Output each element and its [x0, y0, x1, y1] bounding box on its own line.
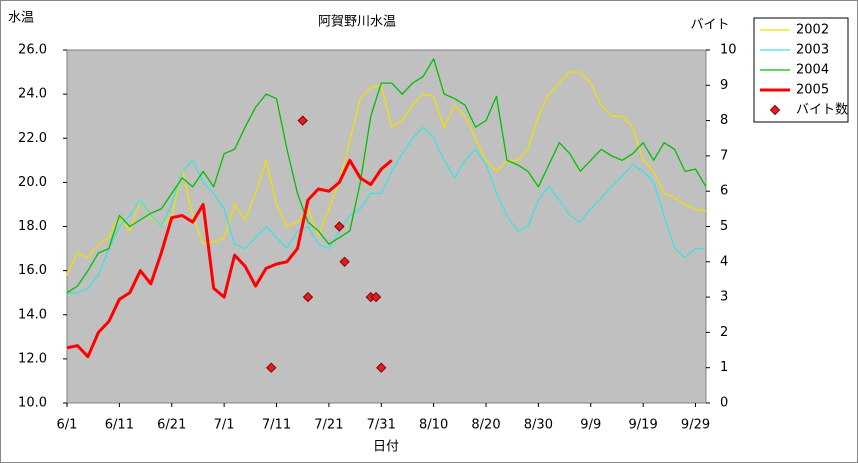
y-tick-label: 22.0 [18, 131, 47, 146]
y2-tick-label: 7 [720, 148, 728, 163]
legend-label: 2005 [796, 83, 829, 98]
bite-point [370, 291, 382, 303]
y-tick-label: 24.0 [18, 87, 47, 102]
y2-tick-label: 9 [720, 78, 728, 93]
x-axis-label: 日付 [373, 440, 399, 455]
y-axis-label: 水温 [8, 11, 34, 26]
y-tick-label: 16.0 [18, 263, 47, 278]
x-tick-label: 6/1 [57, 418, 78, 433]
y-tick-label: 26.0 [18, 43, 47, 58]
y2-axis-label: バイト [690, 18, 729, 33]
bite-point [339, 256, 350, 268]
y2-tick-label: 6 [720, 184, 728, 199]
y2-tick-label: 5 [720, 219, 728, 234]
legend-marker [769, 104, 781, 116]
x-tick-label: 7/31 [367, 418, 396, 433]
legend-label: 2003 [796, 43, 829, 58]
bite-point [334, 221, 345, 232]
x-tick-label: 8/10 [419, 418, 448, 433]
legend-label: バイト数 [796, 103, 848, 118]
y-tick-label: 10.0 [18, 396, 47, 411]
legend-label: 2002 [796, 23, 829, 38]
bite-point [302, 291, 314, 303]
y2-tick-label: 10 [720, 43, 737, 58]
y2-tick-label: 8 [720, 113, 728, 128]
legend-label: 2004 [796, 63, 829, 78]
x-tick-label: 9/29 [681, 418, 710, 433]
bite-point [266, 362, 277, 373]
y-tick-label: 18.0 [18, 219, 47, 234]
y-tick-label: 12.0 [18, 351, 47, 366]
x-tick-label: 7/21 [314, 418, 343, 433]
x-tick-label: 9/19 [629, 418, 658, 433]
y-tick-label: 20.0 [18, 175, 47, 190]
series-line [66, 71, 707, 276]
y2-tick-label: 3 [720, 290, 728, 305]
x-tick-label: 6/21 [157, 418, 186, 433]
x-tick-label: 8/20 [471, 418, 500, 433]
x-tick-label: 8/30 [524, 418, 553, 433]
y2-tick-label: 2 [720, 325, 728, 340]
series-line [66, 158, 393, 359]
x-tick-label: 7/1 [214, 418, 235, 433]
bite-point [376, 362, 387, 373]
x-tick-label: 7/11 [262, 418, 291, 433]
plot-area [66, 49, 707, 404]
series-line [66, 58, 707, 294]
series-line [67, 126, 706, 294]
y2-tick-label: 1 [720, 360, 728, 375]
y2-tick-label: 0 [720, 396, 728, 411]
bite-point [297, 115, 308, 126]
x-tick-label: 6/11 [105, 418, 134, 433]
x-tick-label: 9/9 [580, 418, 601, 433]
y2-tick-label: 4 [720, 254, 728, 269]
chart-title: 阿賀野川水温 [318, 15, 396, 30]
y-tick-label: 14.0 [18, 307, 47, 322]
